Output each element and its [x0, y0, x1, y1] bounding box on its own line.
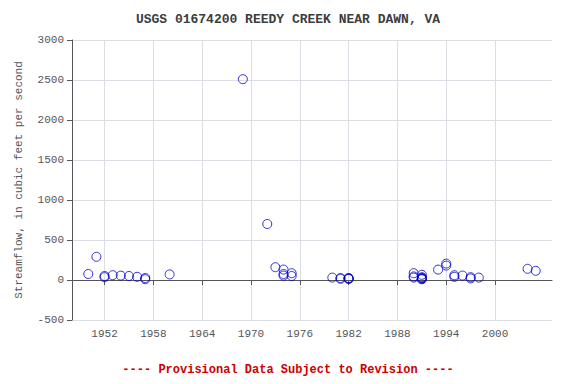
- svg-text:1000: 1000: [38, 194, 64, 206]
- svg-text:1970: 1970: [238, 328, 264, 340]
- svg-text:1994: 1994: [433, 328, 460, 340]
- svg-text:1988: 1988: [384, 328, 410, 340]
- svg-text:1958: 1958: [140, 328, 166, 340]
- svg-text:2000: 2000: [482, 328, 508, 340]
- svg-text:1952: 1952: [91, 328, 117, 340]
- svg-text:1976: 1976: [287, 328, 313, 340]
- svg-text:Streamflow, in cubic feet per: Streamflow, in cubic feet per second: [13, 61, 25, 299]
- svg-text:1964: 1964: [189, 328, 216, 340]
- svg-text:---- Provisional Data Subject: ---- Provisional Data Subject to Revisio…: [122, 363, 453, 377]
- svg-text:3000: 3000: [38, 34, 64, 46]
- svg-text:USGS 01674200 REEDY CREEK NEAR: USGS 01674200 REEDY CREEK NEAR DAWN, VA: [136, 12, 440, 27]
- svg-text:-500: -500: [38, 314, 64, 326]
- svg-text:1500: 1500: [38, 154, 64, 166]
- svg-text:500: 500: [44, 234, 64, 246]
- svg-text:2500: 2500: [38, 74, 64, 86]
- svg-text:0: 0: [57, 274, 64, 286]
- svg-text:2000: 2000: [38, 114, 64, 126]
- svg-text:1982: 1982: [335, 328, 361, 340]
